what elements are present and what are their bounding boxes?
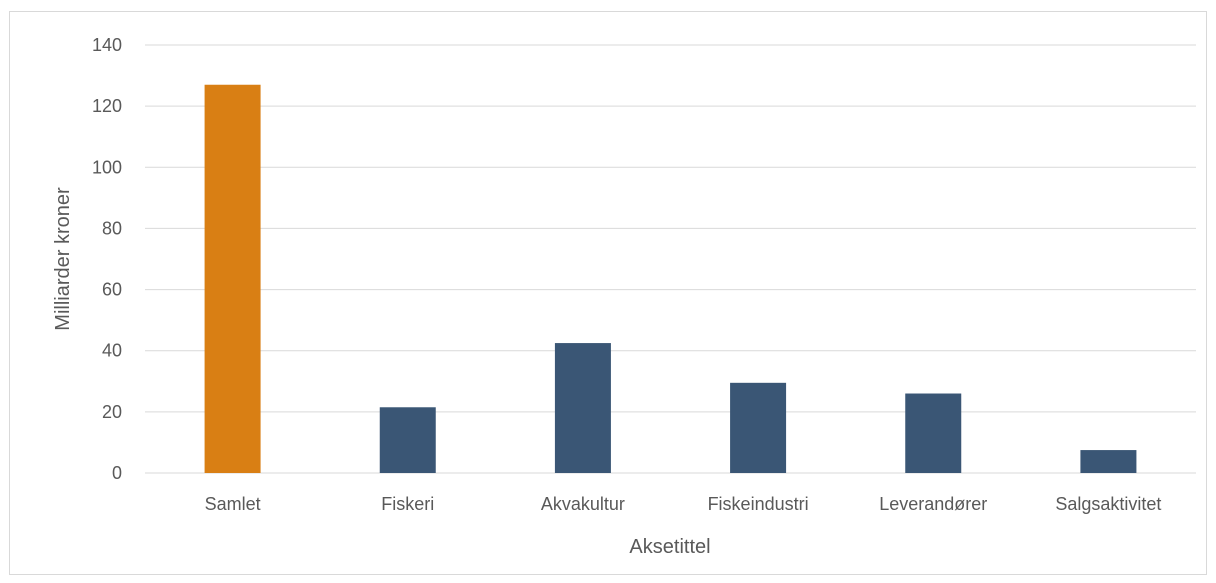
gridlines	[145, 44, 1196, 474]
y-tick-labels: 0 20 40 60 80 100 120 140	[92, 35, 122, 483]
y-tick-label: 80	[102, 218, 122, 238]
x-tick-label: Leverandører	[879, 494, 987, 514]
x-tick-label: Akvakultur	[541, 494, 625, 514]
y-tick-label: 60	[102, 280, 122, 300]
y-tick-label: 100	[92, 157, 122, 177]
y-tick-label: 20	[102, 402, 122, 422]
y-tick-label: 140	[92, 35, 122, 55]
y-axis-title: Milliarder kroner	[52, 187, 74, 331]
bar-fiskeindustri	[730, 382, 787, 473]
x-tick-label: Fiskeri	[381, 494, 434, 514]
y-tick-label: 120	[92, 96, 122, 116]
y-tick-label: 0	[112, 463, 122, 483]
bar-salgsaktivitet	[1080, 450, 1137, 473]
x-tick-label: Samlet	[205, 494, 261, 514]
bars	[204, 84, 1137, 473]
x-tick-labels: Samlet Fiskeri Akvakultur Fiskeindustri Leve…	[205, 494, 1162, 514]
y-tick-label: 40	[102, 341, 122, 361]
bar-fiskeri	[379, 407, 436, 473]
x-tick-label: Salgsaktivitet	[1055, 494, 1161, 514]
bar-samlet	[204, 84, 261, 473]
x-axis-title: Aksetittel	[629, 536, 710, 558]
bar-akvakultur	[554, 343, 611, 473]
bar-leverand-rer	[905, 393, 962, 473]
x-tick-label: Fiskeindustri	[708, 494, 809, 514]
